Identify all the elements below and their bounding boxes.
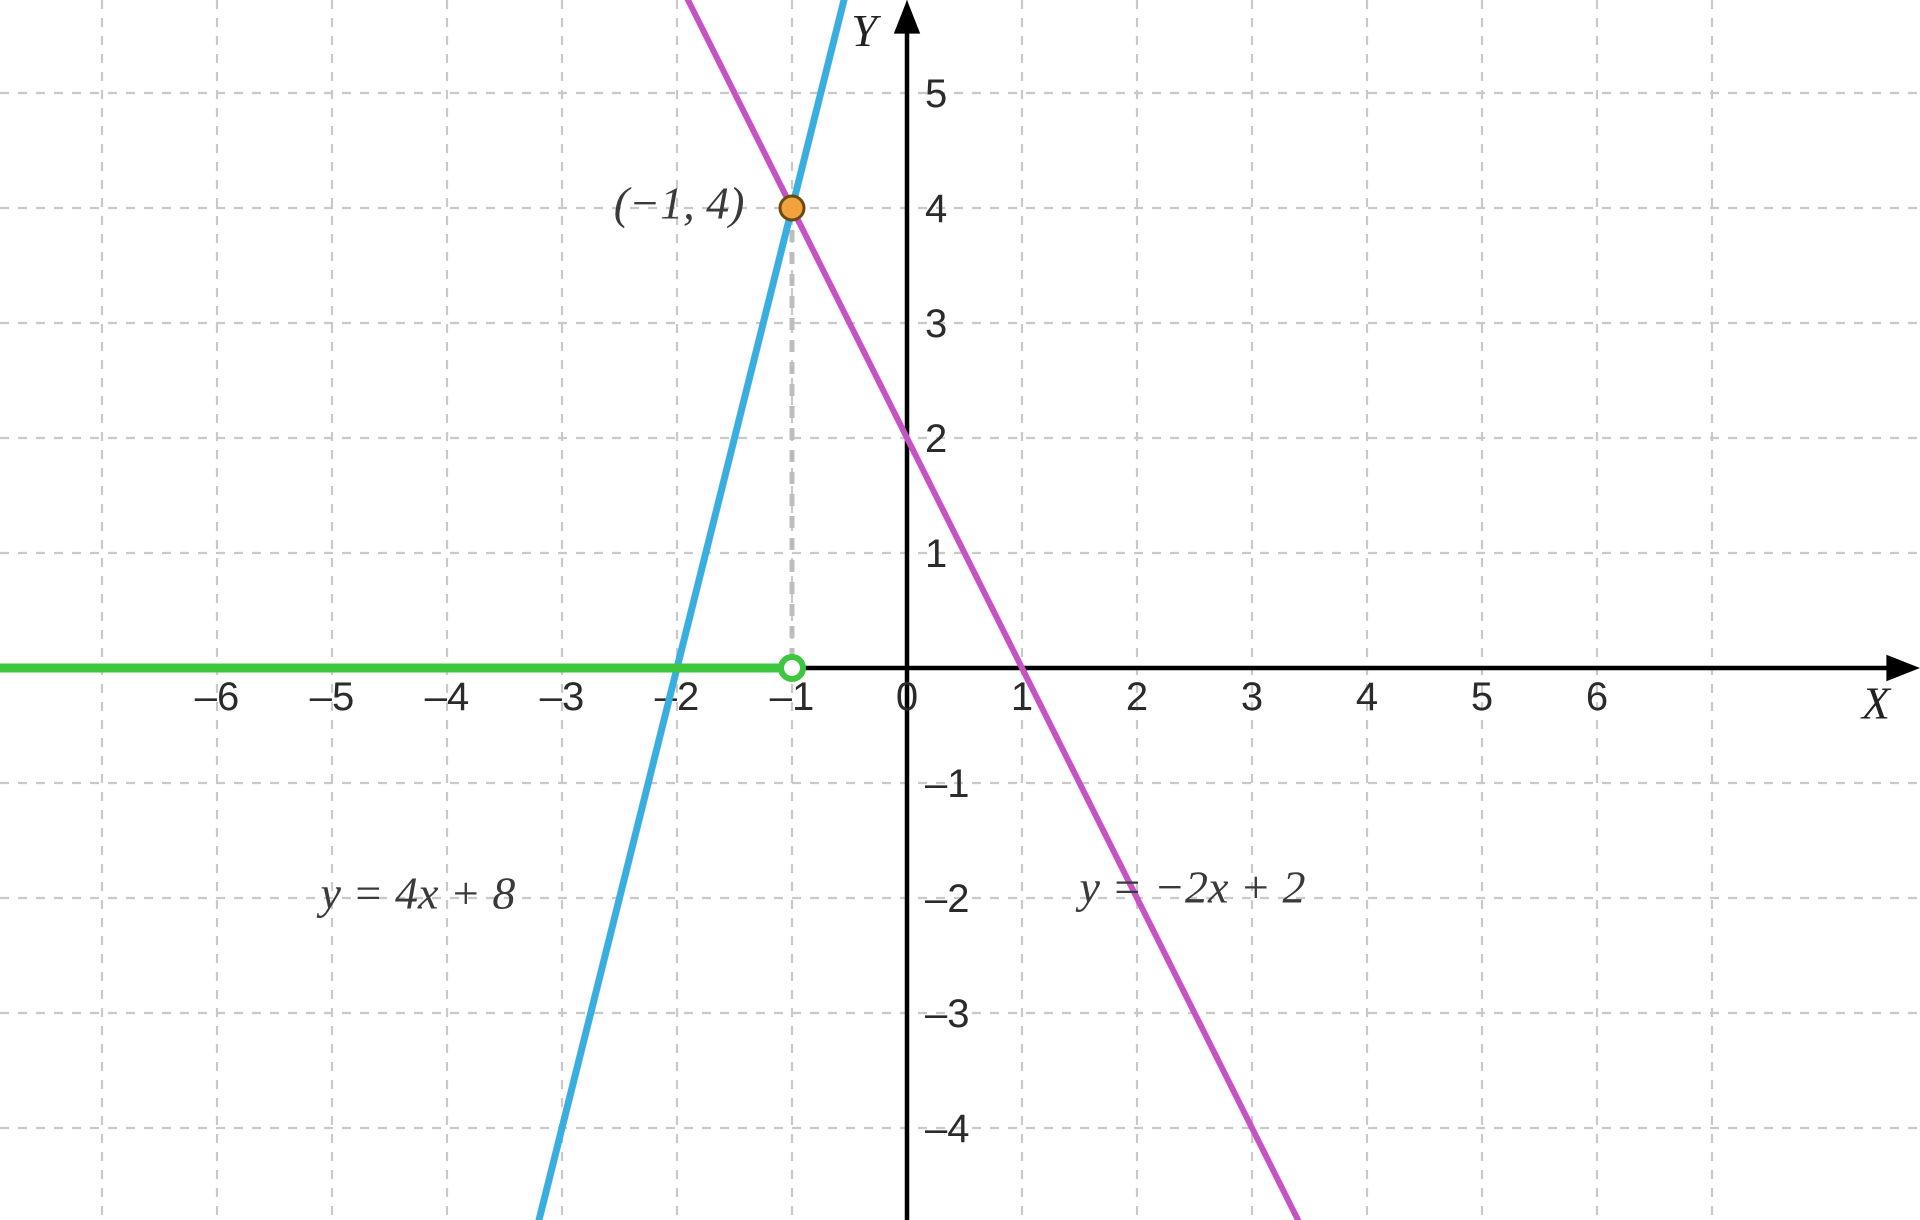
y-tick-label: –4 xyxy=(925,1107,970,1151)
x-tick-label: –3 xyxy=(540,675,585,719)
x-axis-label: X xyxy=(1860,678,1892,729)
y-tick-label: –1 xyxy=(925,762,970,806)
y-tick-label: 1 xyxy=(925,532,947,576)
ray-open-endpoint-icon xyxy=(781,657,803,679)
y-tick-label: 4 xyxy=(925,187,947,231)
plot-background xyxy=(0,0,1920,1220)
x-tick-label: 5 xyxy=(1471,675,1493,719)
x-tick-label: 0 xyxy=(896,675,918,719)
x-tick-label: –5 xyxy=(310,675,355,719)
y-tick-label: 5 xyxy=(925,72,947,116)
x-tick-label: 4 xyxy=(1356,675,1378,719)
x-tick-label: 3 xyxy=(1241,675,1263,719)
x-tick-label: 6 xyxy=(1586,675,1608,719)
intersection-point-icon xyxy=(780,196,804,220)
line-blue-label: y = 4x + 8 xyxy=(317,867,516,918)
line-magenta-label: y = −2x + 2 xyxy=(1076,862,1306,913)
y-axis-label: Y xyxy=(851,5,881,56)
x-tick-label: –4 xyxy=(425,675,470,719)
x-tick-label: –6 xyxy=(195,675,240,719)
y-tick-label: 6 xyxy=(925,0,947,1)
x-tick-label: 2 xyxy=(1126,675,1148,719)
intersection-label: (−1, 4) xyxy=(614,177,745,228)
y-tick-label: –3 xyxy=(925,992,970,1036)
y-tick-label: 2 xyxy=(925,417,947,461)
coordinate-plot: XY–6–5–4–3–2–10123456–4–3–2–1123456(−1, … xyxy=(0,0,1920,1220)
y-tick-label: 3 xyxy=(925,302,947,346)
y-tick-label: –2 xyxy=(925,877,970,921)
